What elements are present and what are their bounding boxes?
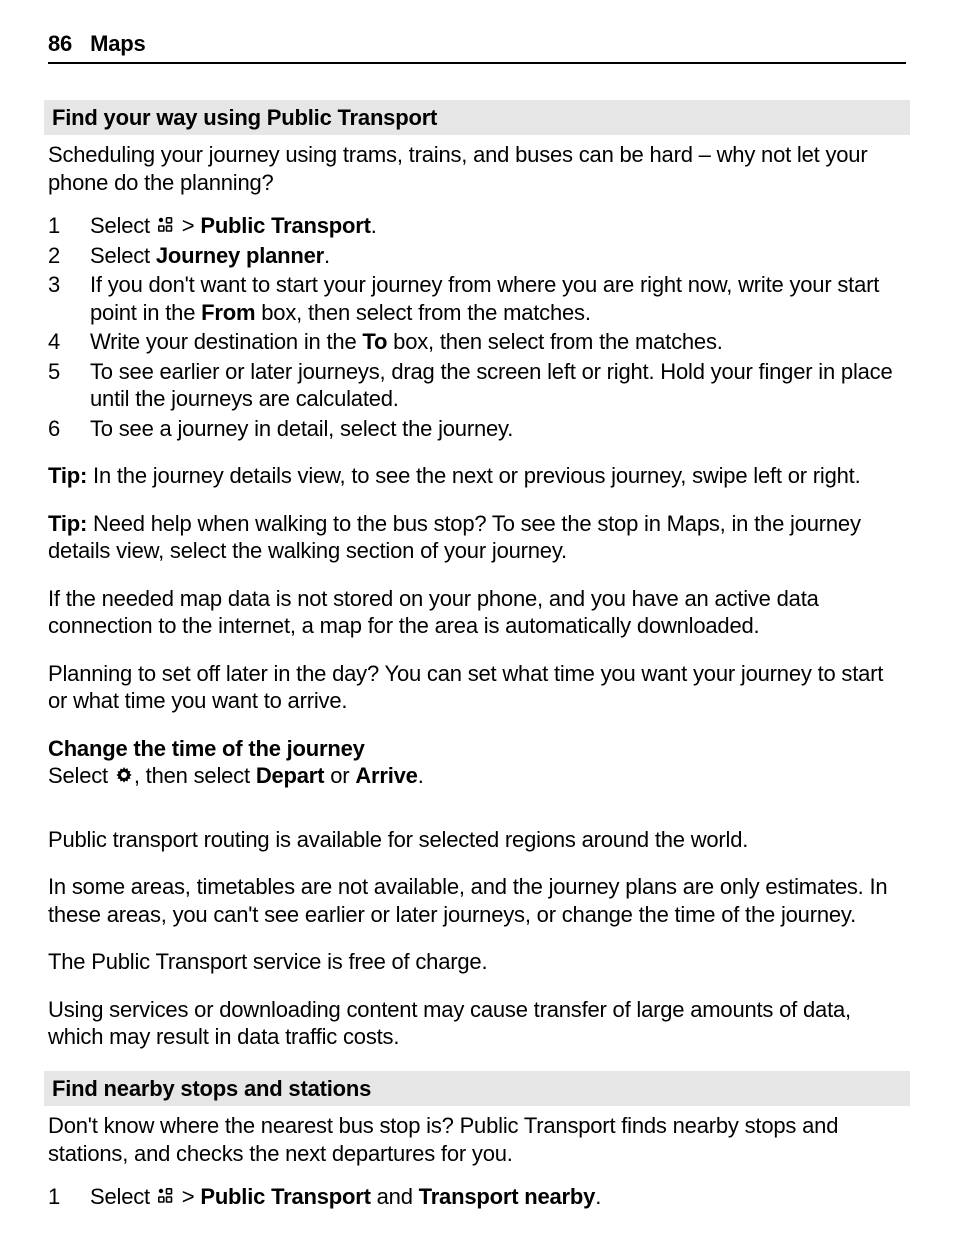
change-time-instruction: Select , then select Depart or Arrive. [48,762,906,790]
tip-label: Tip: [48,463,93,488]
intro-paragraph-2: Don't know where the nearest bus stop is… [48,1112,906,1167]
step-number: 1 [48,212,90,240]
apps-icon [156,214,176,234]
page-section-title: Maps [90,30,145,58]
page-header: 86 Maps [48,30,906,64]
apps-icon [156,1185,176,1205]
step-body: To see a journey in detail, select the j… [90,415,906,443]
gear-icon [114,764,134,784]
step-body: Select > Public Transport. [90,212,906,240]
paragraph-data-costs: Using services or downloading content ma… [48,996,906,1051]
step-number: 5 [48,358,90,413]
step-body: Select > Public Transport and Transport … [90,1183,906,1211]
step-item: 6 To see a journey in detail, select the… [48,415,906,443]
section-heading-public-transport: Find your way using Public Transport [44,100,910,136]
step-number: 6 [48,415,90,443]
step-item: 2 Select Journey planner. [48,242,906,270]
step-number: 1 [48,1183,90,1211]
step-item: 3 If you don't want to start your journe… [48,271,906,326]
paragraph-free: The Public Transport service is free of … [48,948,906,976]
document-page: 86 Maps Find your way using Public Trans… [0,0,954,1253]
section-heading-nearby-stops: Find nearby stops and stations [44,1071,910,1107]
step-item: 4 Write your destination in the To box, … [48,328,906,356]
steps-list-2: 1 Select > Public Transport and Transpor… [48,1183,906,1211]
paragraph-timetables: In some areas, timetables are not availa… [48,873,906,928]
step-body: Write your destination in the To box, th… [90,328,906,356]
step-number: 3 [48,271,90,326]
step-body: To see earlier or later journeys, drag t… [90,358,906,413]
step-item: 1 Select > Public Transport. [48,212,906,240]
page-number: 86 [48,30,72,58]
tip-paragraph-2: Tip: Need help when walking to the bus s… [48,510,906,565]
step-body: Select Journey planner. [90,242,906,270]
step-number: 2 [48,242,90,270]
step-item: 1 Select > Public Transport and Transpor… [48,1183,906,1211]
tip-text: Need help when walking to the bus stop? … [48,511,861,564]
subheading-change-time: Change the time of the journey [48,735,906,763]
paragraph-regions: Public transport routing is available fo… [48,826,906,854]
step-number: 4 [48,328,90,356]
tip-paragraph-1: Tip: In the journey details view, to see… [48,462,906,490]
paragraph-setoff-later: Planning to set off later in the day? Yo… [48,660,906,715]
steps-list-1: 1 Select > Public Transport. 2 Select Jo… [48,212,906,442]
paragraph-mapdata: If the needed map data is not stored on … [48,585,906,640]
step-body: If you don't want to start your journey … [90,271,906,326]
tip-text: In the journey details view, to see the … [93,463,860,488]
tip-label: Tip: [48,511,93,536]
step-item: 5 To see earlier or later journeys, drag… [48,358,906,413]
intro-paragraph: Scheduling your journey using trams, tra… [48,141,906,196]
